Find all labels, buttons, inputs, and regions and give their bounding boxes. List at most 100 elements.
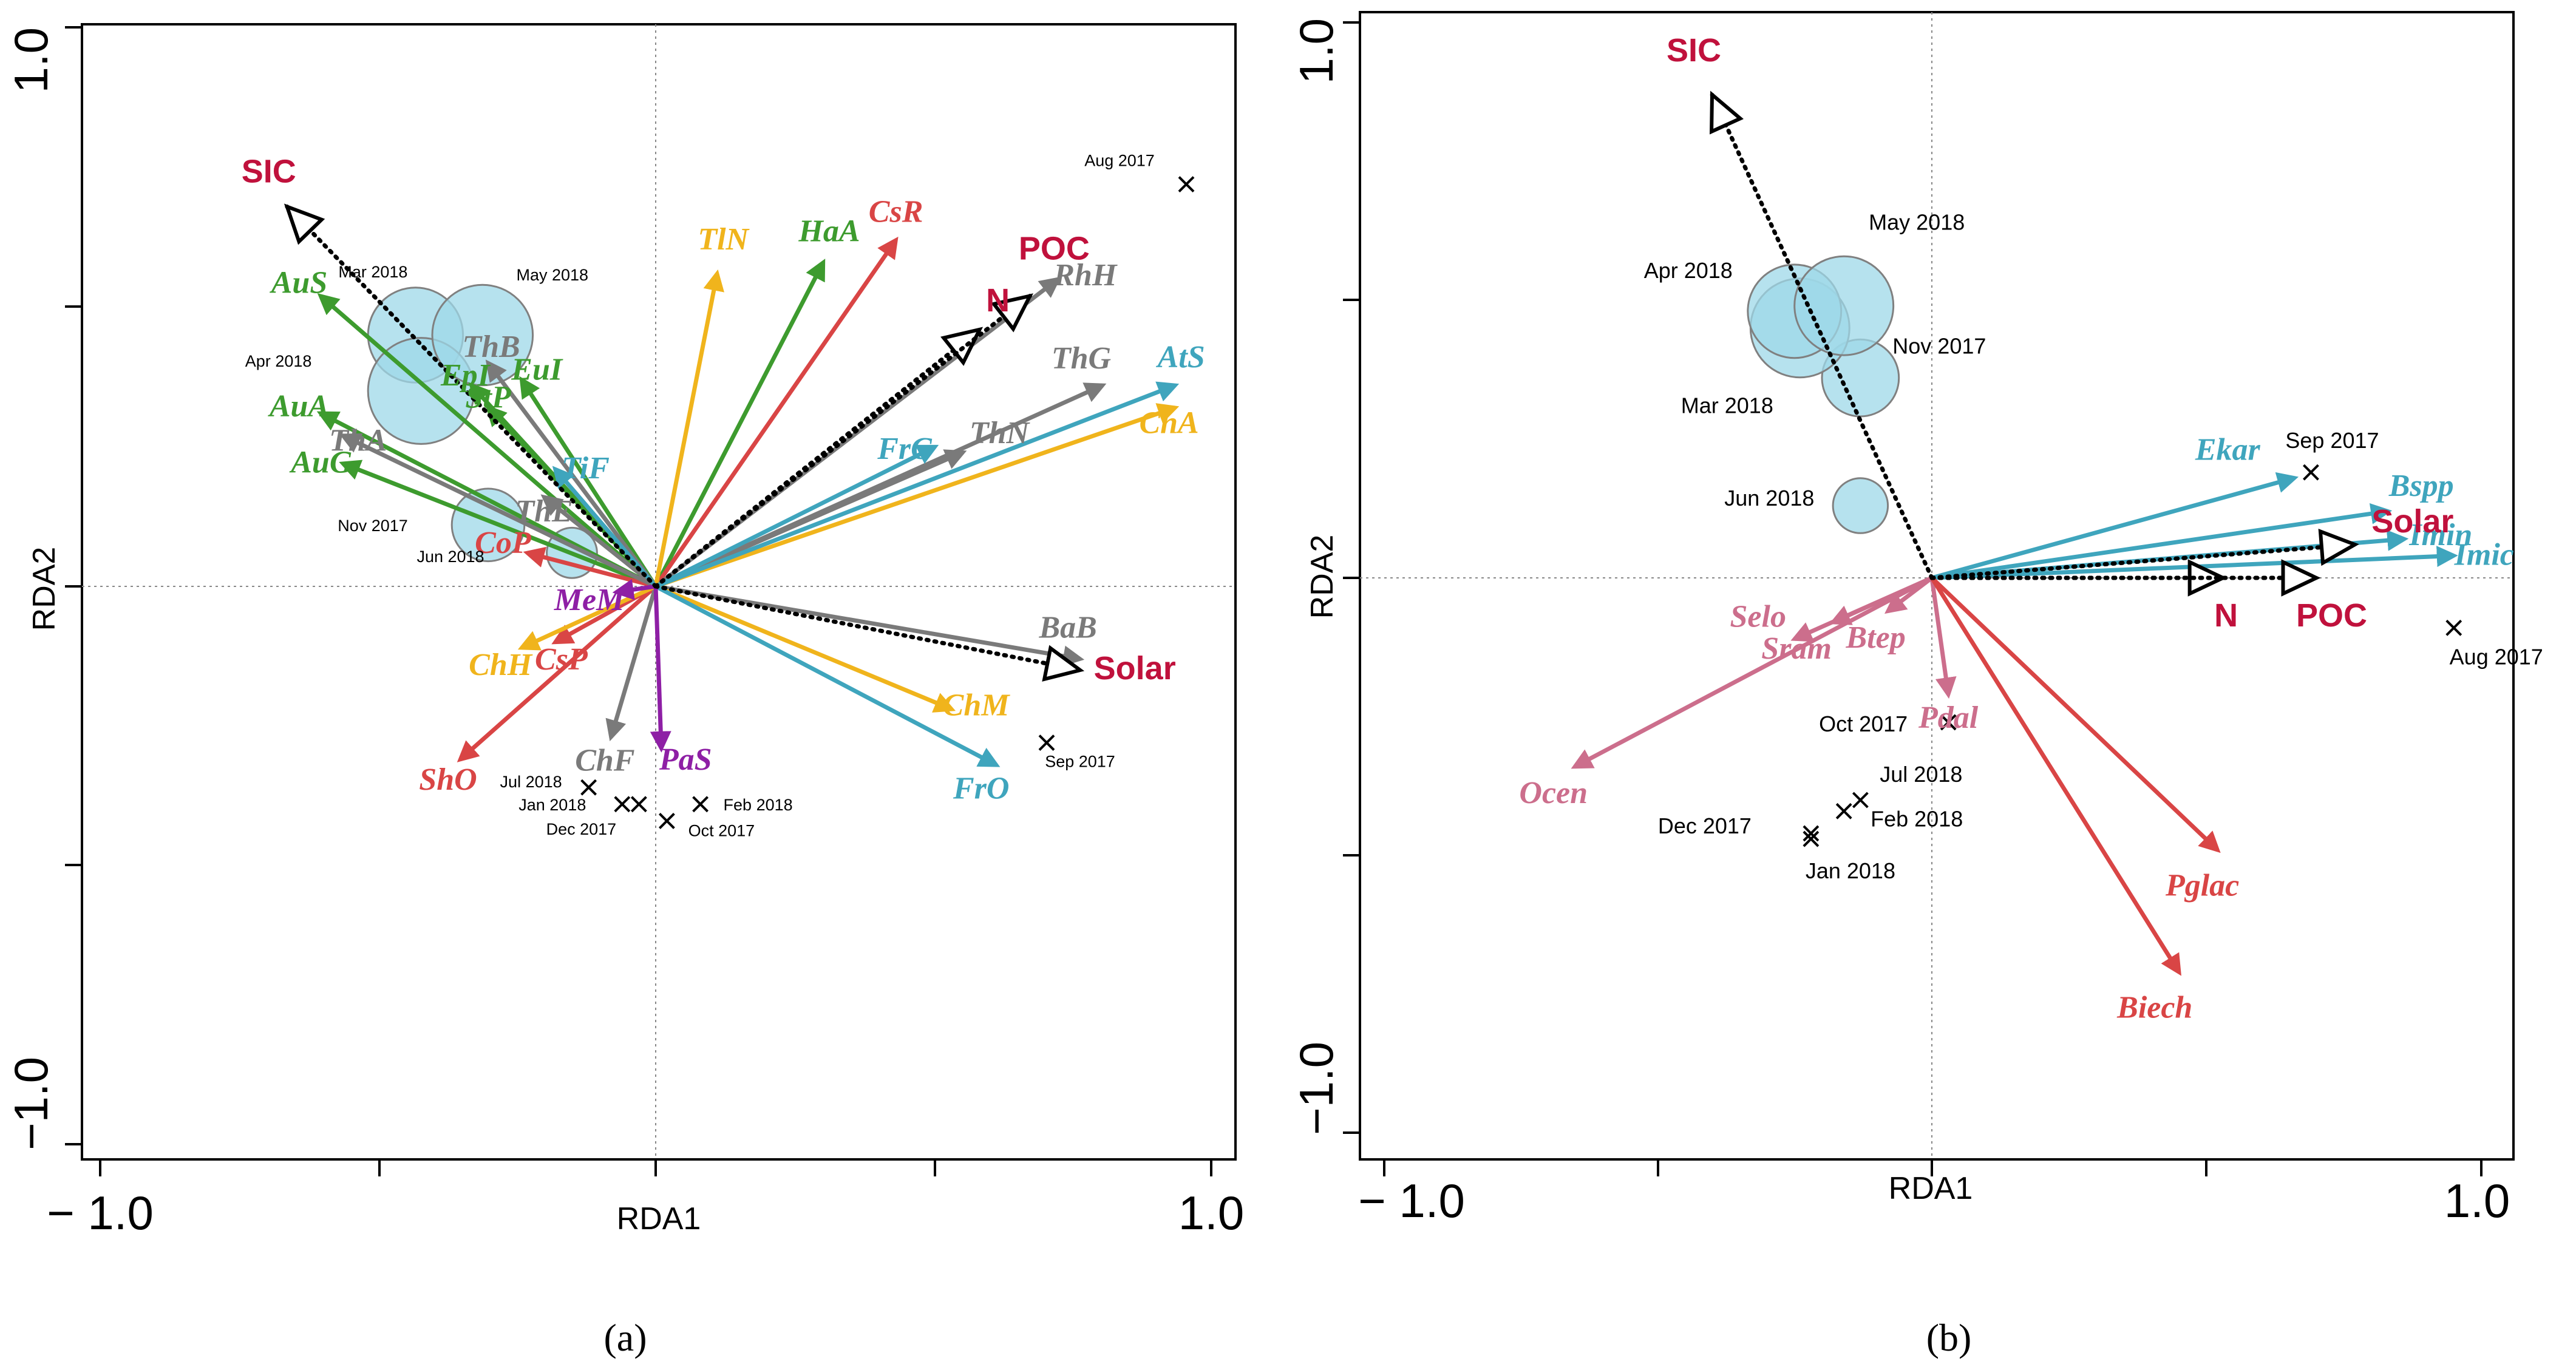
plot-frame-b xyxy=(1359,11,2515,1161)
plot-frame-a xyxy=(81,23,1237,1161)
env-vector-poc xyxy=(653,294,1032,589)
sample-label-jun-2018: Jun 2018 xyxy=(1724,486,1814,511)
sample-label-feb-2018: Feb 2018 xyxy=(724,796,793,814)
species-label-ocen: Ocen xyxy=(1519,776,1588,810)
x-tick-label-max-a: 1.0 xyxy=(1178,1186,1244,1240)
panel-label-b: (b) xyxy=(1926,1316,1972,1359)
sample-marker-sep-2017 xyxy=(1038,734,1055,751)
species-arrow-tln xyxy=(653,269,724,587)
species-arrow-frc xyxy=(654,444,939,589)
sample-label-mar-2018: Mar 2018 xyxy=(1681,393,1773,418)
sample-marker-dec-2017 xyxy=(1803,825,1820,842)
sample-circle-jun-2018 xyxy=(1832,477,1889,534)
species-arrow-cha xyxy=(654,403,1180,589)
env-label-n: N xyxy=(2214,597,2238,634)
sample-label-nov-2017: Nov 2017 xyxy=(338,517,408,535)
sample-marker-aug-2017 xyxy=(1178,176,1195,193)
env-vector-solar xyxy=(1929,542,2357,580)
species-arrow-pglac xyxy=(1930,576,2221,853)
x-tick-label-max-b: 1.0 xyxy=(2444,1174,2510,1227)
y-tick-label-max-a: 1.0 xyxy=(4,27,58,93)
species-label-mem: MeM xyxy=(554,583,625,617)
species-label-sram: Sram xyxy=(1761,631,1832,666)
sample-label-sep-2017: Sep 2017 xyxy=(1045,753,1115,771)
sample-marker-jan-2018 xyxy=(1803,830,1820,847)
env-arrowhead-sic xyxy=(284,203,325,245)
sample-marker-dec-2017 xyxy=(630,796,647,813)
species-label-eui: EuI xyxy=(511,353,563,387)
sample-label-apr-2018: Apr 2018 xyxy=(245,352,312,370)
sample-label-jan-2018: Jan 2018 xyxy=(518,796,586,814)
species-label-aua: AuA xyxy=(268,389,329,424)
species-arrow-pdal xyxy=(1929,577,1957,699)
sample-label-mar-2018: Mar 2018 xyxy=(338,263,407,281)
species-arrow-chm xyxy=(654,584,956,713)
env-label-poc: POC xyxy=(1019,231,1090,267)
env-arrowhead-solar xyxy=(1042,645,1085,682)
species-label-cop: CoP xyxy=(475,526,532,560)
species-label-pglac: Pglac xyxy=(2165,868,2239,903)
species-arrow-ekar xyxy=(1931,472,2299,580)
env-vector-sic xyxy=(1710,92,1934,580)
y-tick-label-max-b: 1.0 xyxy=(1290,18,1343,84)
species-label-haa: HaA xyxy=(798,214,860,248)
sample-marker-oct-2017 xyxy=(658,812,675,829)
species-arrow-tha xyxy=(339,433,657,589)
species-arrow-the xyxy=(540,494,658,588)
species-label-sho: ShO xyxy=(419,762,477,797)
env-vector-n xyxy=(653,327,982,589)
sample-label-dec-2017: Dec 2017 xyxy=(1658,813,1752,838)
species-arrow-aug xyxy=(339,460,657,589)
species-label-rhh: RhH xyxy=(1053,258,1118,293)
sample-marker-jul-2018 xyxy=(580,779,597,796)
species-label-frc: FrC xyxy=(877,432,933,466)
env-arrowhead-poc xyxy=(2281,559,2321,597)
env-arrowhead-sic xyxy=(1710,90,1744,135)
species-label-chh: ChH xyxy=(469,648,533,682)
species-arrow-biech xyxy=(1930,577,2181,976)
y-tick-label-min-b: −1.0 xyxy=(1290,1042,1343,1135)
species-label-pas: PaS xyxy=(659,742,712,777)
x-tick-label-min-b: − 1.0 xyxy=(1358,1174,1465,1227)
env-arrowhead-n xyxy=(940,327,984,366)
env-vector-solar xyxy=(653,584,1082,673)
species-arrow-ocen xyxy=(1571,575,1933,769)
species-arrow-eui xyxy=(519,376,658,588)
species-label-ats: AtS xyxy=(1156,340,1205,375)
species-label-tif: TiF xyxy=(562,451,610,486)
species-label-pdal: Pdal xyxy=(1918,700,1979,735)
species-arrow-aus xyxy=(317,293,658,588)
sample-marker-feb-2018 xyxy=(692,796,709,813)
species-label-ekar: Ekar xyxy=(2195,432,2261,467)
panel-label-a: (a) xyxy=(603,1316,647,1359)
sample-label-feb-2018: Feb 2018 xyxy=(1871,806,1963,831)
env-arrowhead-solar xyxy=(2318,529,2359,566)
species-label-thn: ThN xyxy=(970,416,1031,450)
species-label-selo: Selo xyxy=(1730,600,1786,634)
env-label-solar: Solar xyxy=(1094,650,1176,687)
env-label-sic: SIC xyxy=(242,153,296,189)
sample-label-sep-2017: Sep 2017 xyxy=(2285,428,2379,453)
species-label-biech: Biech xyxy=(2116,991,2192,1025)
sample-label-jun-2018: Jun 2018 xyxy=(416,548,484,566)
species-label-bab: BaB xyxy=(1039,611,1097,645)
species-label-stp: StP xyxy=(465,381,511,415)
sample-label-apr-2018: Apr 2018 xyxy=(1644,258,1733,283)
sample-label-may-2018: May 2018 xyxy=(1869,210,1965,235)
x-axis-title-a: RDA1 xyxy=(617,1201,701,1236)
species-label-fro: FrO xyxy=(953,771,1009,806)
sample-label-jan-2018: Jan 2018 xyxy=(1806,858,1895,883)
env-label-poc: POC xyxy=(2296,597,2367,634)
species-label-imic: Imic xyxy=(2454,537,2514,572)
x-tick-label-min-a: − 1.0 xyxy=(47,1186,154,1240)
species-label-csr: CsR xyxy=(869,195,923,229)
y-axis-title-b: RDA2 xyxy=(1305,535,1340,619)
sample-marker-aug-2017 xyxy=(2445,619,2462,636)
species-arrow-ats xyxy=(654,381,1180,589)
env-label-solar: Solar xyxy=(2371,503,2453,540)
species-label-tha: ThA xyxy=(329,424,387,458)
species-label-tln: TlN xyxy=(698,222,750,257)
sample-label-aug-2017: Aug 2017 xyxy=(2450,644,2543,669)
